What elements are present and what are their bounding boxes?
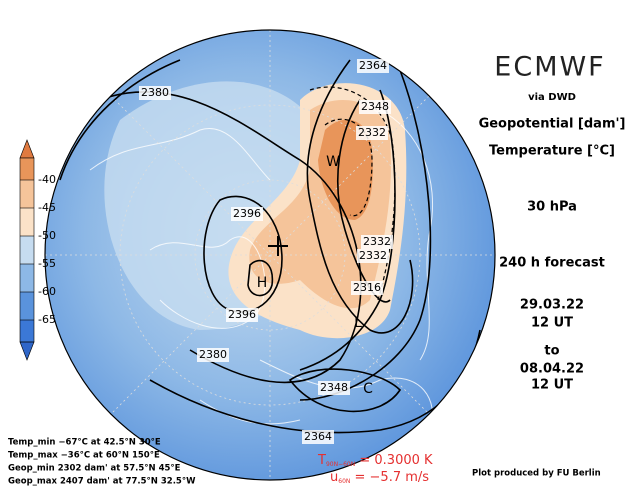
variable: Geopotential [dam'] (479, 117, 626, 132)
time: 12 UT (531, 378, 573, 393)
contour-label: 2396 (233, 207, 261, 220)
date: 08.04.22 (520, 362, 584, 377)
colorbar-label: -50 (38, 229, 56, 242)
label: T (317, 453, 326, 468)
contour-label: 2364 (359, 59, 387, 72)
colorbar-label: -60 (38, 285, 56, 298)
index-u: u60N = −5.7 m/s (330, 470, 429, 485)
contour-label: 2332 (358, 126, 386, 139)
value: = −5.7 m/s (350, 470, 429, 485)
label-bg (351, 281, 383, 295)
stat-line: Geop_max 2407 dam' at 77.5°N 32.5°W (8, 477, 196, 487)
colorbar-label: -55 (38, 257, 56, 270)
to: to (544, 344, 559, 359)
stat-line: Geop_min 2302 dam' at 57.5°N 45°E (8, 464, 181, 474)
label-bg (139, 86, 171, 100)
label-bg (231, 207, 263, 221)
index-t: T90N−60N = 0.3000 K (317, 453, 433, 468)
colorbar-label: -40 (38, 173, 56, 186)
contour-label: 2348 (361, 100, 389, 113)
stat-line: Temp_max −36°C at 60°N 150°E (8, 451, 160, 461)
contour-label: 2332 (359, 249, 387, 262)
contour-labels: 2380236423482332239623322332231623962380… (139, 59, 393, 444)
contour-label: 2380 (141, 86, 169, 99)
label-bg (318, 381, 350, 395)
map-disc (45, 30, 495, 480)
label-bg (197, 348, 229, 362)
contour-label: 2348 (320, 381, 348, 394)
date: 29.03.22 (520, 298, 584, 313)
center-label: L (354, 315, 362, 331)
variable: Temperature [°C] (489, 144, 615, 159)
credit: Plot produced by FU Berlin (472, 469, 601, 479)
contour-label: 2396 (228, 308, 256, 321)
title: ECMWF (494, 52, 605, 83)
label-bg (356, 126, 388, 140)
contour-label: 2364 (304, 430, 332, 443)
center-label: H (257, 275, 268, 291)
time: 12 UT (531, 316, 573, 331)
contour-label: 2332 (363, 235, 391, 248)
level: 30 hPa (527, 200, 577, 215)
pole-cross (268, 236, 288, 256)
label-bg (357, 249, 389, 263)
contour-label: 2316 (353, 281, 381, 294)
map-border (44, 29, 496, 481)
center-label: W (326, 154, 340, 170)
colorbar-label: -65 (38, 313, 56, 326)
colorbar-label: -45 (38, 201, 56, 214)
label-bg (226, 308, 258, 322)
colorbar: -40 -45 -50 -55 -60 -65 (19, 139, 56, 361)
label-bg (357, 59, 389, 73)
label-bg (361, 235, 393, 249)
forecast: 240 h forecast (499, 256, 605, 271)
stat-line: Temp_min −67°C at 42.5°N 30°E (8, 438, 161, 448)
contour-label: 2380 (199, 348, 227, 361)
center-label: C (363, 381, 373, 397)
label-bg (359, 100, 391, 114)
label-bg (302, 430, 334, 444)
sub: 60N (338, 478, 350, 485)
label: u (330, 470, 338, 485)
value: = 0.3000 K (355, 453, 433, 468)
source: via DWD (528, 92, 576, 103)
sub: 90N−60N (326, 461, 355, 468)
